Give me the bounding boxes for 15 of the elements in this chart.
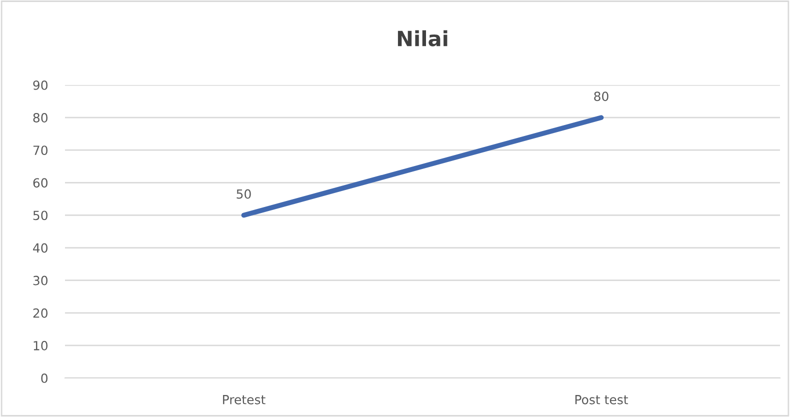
y-tick-label: 70 [33,146,48,156]
x-tick-label: Post test [575,395,628,404]
y-tick-label: 50 [33,210,48,220]
chart-title: Nilai [398,30,448,46]
y-tick-label: 30 [33,276,48,286]
y-tick-label: 90 [33,80,48,90]
y-tick-label: 40 [33,243,48,253]
data-label: 80 [594,92,608,102]
x-tick-label: Pretest [223,395,266,404]
y-tick-label: 60 [33,178,48,188]
data-label: 50 [236,189,251,199]
y-tick-label: 20 [33,308,48,318]
y-tick-label: 10 [34,340,48,350]
y-tick-label: 0 [41,373,48,383]
y-tick-label: 80 [33,113,48,122]
